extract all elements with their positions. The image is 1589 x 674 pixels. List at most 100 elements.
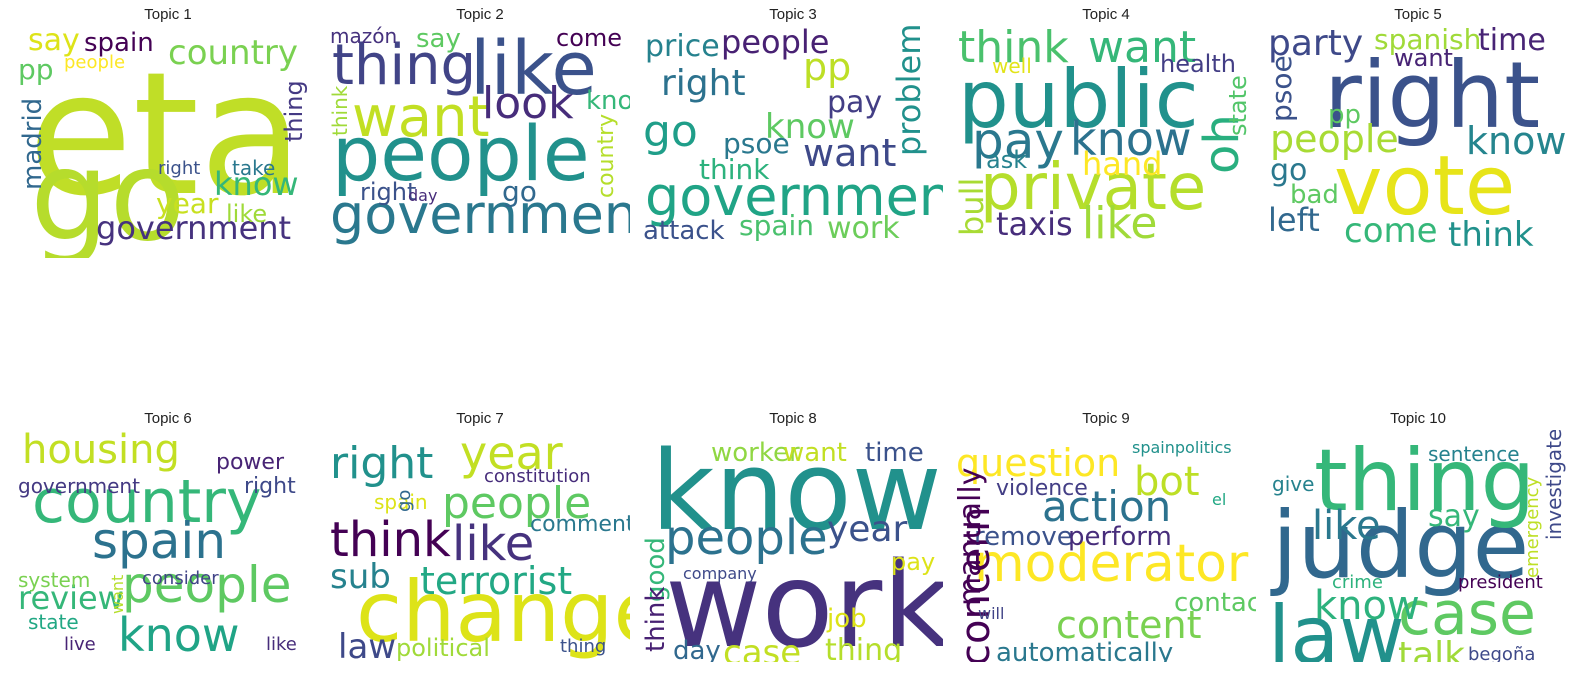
cloud-word: remove bbox=[974, 522, 1073, 552]
cloud-word: like bbox=[226, 200, 268, 228]
word-cloud: public private think want pay know oh like taxis… bbox=[956, 26, 1256, 258]
cloud-word: law bbox=[338, 627, 397, 662]
cloud-word: country bbox=[594, 113, 619, 198]
cloud-word: go bbox=[643, 106, 698, 157]
topic-title: Topic 4 bbox=[1082, 6, 1130, 23]
cloud-word: people bbox=[122, 556, 292, 614]
cloud-word: country bbox=[32, 467, 262, 537]
cloud-word: terrorist bbox=[420, 559, 573, 603]
cloud-word: investigate bbox=[1542, 430, 1566, 540]
topic-title: Topic 5 bbox=[1394, 6, 1442, 23]
cloud-word: spain bbox=[84, 28, 154, 58]
cloud-word: thing bbox=[332, 33, 477, 98]
cloud-word: political bbox=[396, 634, 490, 662]
topic-panel: Topic 8 know work people year worker want time g… bbox=[643, 404, 943, 662]
cloud-word: people bbox=[1270, 117, 1399, 161]
cloud-word: right bbox=[330, 438, 434, 489]
cloud-word: pay bbox=[972, 112, 1064, 170]
cloud-word: problem bbox=[890, 26, 928, 156]
cloud-word: go bbox=[30, 124, 186, 258]
cloud-word: live bbox=[64, 634, 96, 655]
cloud-word: thing bbox=[280, 80, 308, 142]
cloud-word: power bbox=[216, 450, 284, 475]
cloud-word: job bbox=[827, 604, 867, 634]
cloud-word: people bbox=[332, 109, 590, 198]
cloud-word: pp bbox=[803, 45, 852, 89]
cloud-word: come bbox=[1344, 211, 1438, 251]
cloud-word: thing bbox=[825, 633, 903, 663]
cloud-word: government bbox=[330, 183, 630, 246]
cloud-word: know bbox=[586, 86, 630, 116]
cloud-word: consider bbox=[142, 568, 219, 589]
cloud-word: government bbox=[18, 474, 140, 498]
cloud-word: say bbox=[416, 26, 461, 54]
cloud-word: bull bbox=[956, 177, 991, 236]
topic-title: Topic 6 bbox=[144, 410, 192, 427]
cloud-word: state bbox=[28, 610, 79, 634]
topic-title: Topic 8 bbox=[769, 410, 817, 427]
cloud-word: vote bbox=[1334, 139, 1516, 234]
cloud-word: moderator bbox=[974, 534, 1249, 594]
cloud-word: know bbox=[651, 430, 942, 555]
cloud-word: private bbox=[980, 151, 1207, 225]
cloud-word: think bbox=[958, 26, 1069, 73]
cloud-word: review bbox=[18, 579, 124, 617]
cloud-word: emergency bbox=[1522, 476, 1543, 578]
cloud-word: company bbox=[683, 564, 757, 583]
cloud-word: action bbox=[1042, 482, 1172, 531]
cloud-word: automatically bbox=[996, 638, 1174, 662]
cloud-word: pay bbox=[827, 85, 883, 120]
cloud-word: right bbox=[1324, 42, 1541, 149]
cloud-word: day bbox=[673, 636, 721, 662]
cloud-word: know bbox=[1314, 583, 1420, 629]
cloud-word: violence bbox=[996, 476, 1088, 501]
topic-title: Topic 7 bbox=[456, 410, 504, 427]
cloud-word: housing bbox=[22, 430, 180, 473]
word-cloud: country housing spain people know review gover… bbox=[18, 430, 318, 662]
topic-panel: Topic 2 people government like thing want look… bbox=[330, 0, 630, 250]
cloud-word: like bbox=[266, 634, 297, 655]
cloud-word: hand bbox=[1082, 145, 1163, 183]
cloud-word: think bbox=[330, 512, 451, 568]
cloud-word: like bbox=[1312, 503, 1381, 549]
cloud-word: talk bbox=[1398, 635, 1466, 663]
cloud-word: mazón bbox=[330, 26, 398, 48]
cloud-word: country bbox=[168, 33, 299, 73]
cloud-word: go bbox=[502, 175, 537, 208]
cloud-word: spanish bbox=[1374, 26, 1482, 56]
cloud-word: people bbox=[442, 478, 592, 529]
cloud-word: know bbox=[1070, 112, 1192, 166]
cloud-word: ask bbox=[986, 146, 1028, 174]
cloud-word: want bbox=[1394, 44, 1453, 72]
cloud-word: content bbox=[1056, 603, 1202, 647]
cloud-word: think bbox=[643, 586, 671, 652]
cloud-word: government bbox=[645, 165, 943, 228]
cloud-word: come bbox=[556, 26, 623, 52]
cloud-word: look bbox=[482, 78, 574, 129]
topic-panel: Topic 6 country housing spain people know revi… bbox=[18, 404, 318, 658]
topic-title: Topic 3 bbox=[769, 6, 817, 23]
cloud-word: sentence bbox=[1428, 442, 1520, 466]
cloud-word: know bbox=[214, 165, 299, 203]
cloud-word: judge bbox=[1272, 492, 1530, 599]
cloud-word: think bbox=[330, 85, 352, 136]
cloud-word: year bbox=[156, 187, 219, 220]
cloud-word: madrid bbox=[18, 97, 48, 190]
cloud-word: go bbox=[1270, 153, 1308, 188]
cloud-word: change bbox=[356, 563, 630, 661]
cloud-word: president bbox=[1458, 572, 1543, 593]
cloud-word: worker bbox=[711, 438, 800, 468]
cloud-word: taxis bbox=[996, 205, 1073, 243]
cloud-word: day bbox=[408, 186, 438, 205]
cloud-word: left bbox=[1268, 201, 1320, 239]
cloud-word: government bbox=[96, 209, 292, 247]
topic-panel: Topic 3 government people right go pp price kno… bbox=[643, 0, 943, 250]
cloud-word: say bbox=[1428, 499, 1480, 534]
cloud-word: psoe bbox=[1268, 55, 1298, 122]
cloud-word: begoña bbox=[1468, 644, 1536, 663]
word-cloud: know work people year worker want time good thin… bbox=[643, 430, 943, 662]
word-cloud: judge thing law case like say know talk sentence… bbox=[1268, 430, 1568, 662]
cloud-word: will bbox=[978, 604, 1005, 623]
